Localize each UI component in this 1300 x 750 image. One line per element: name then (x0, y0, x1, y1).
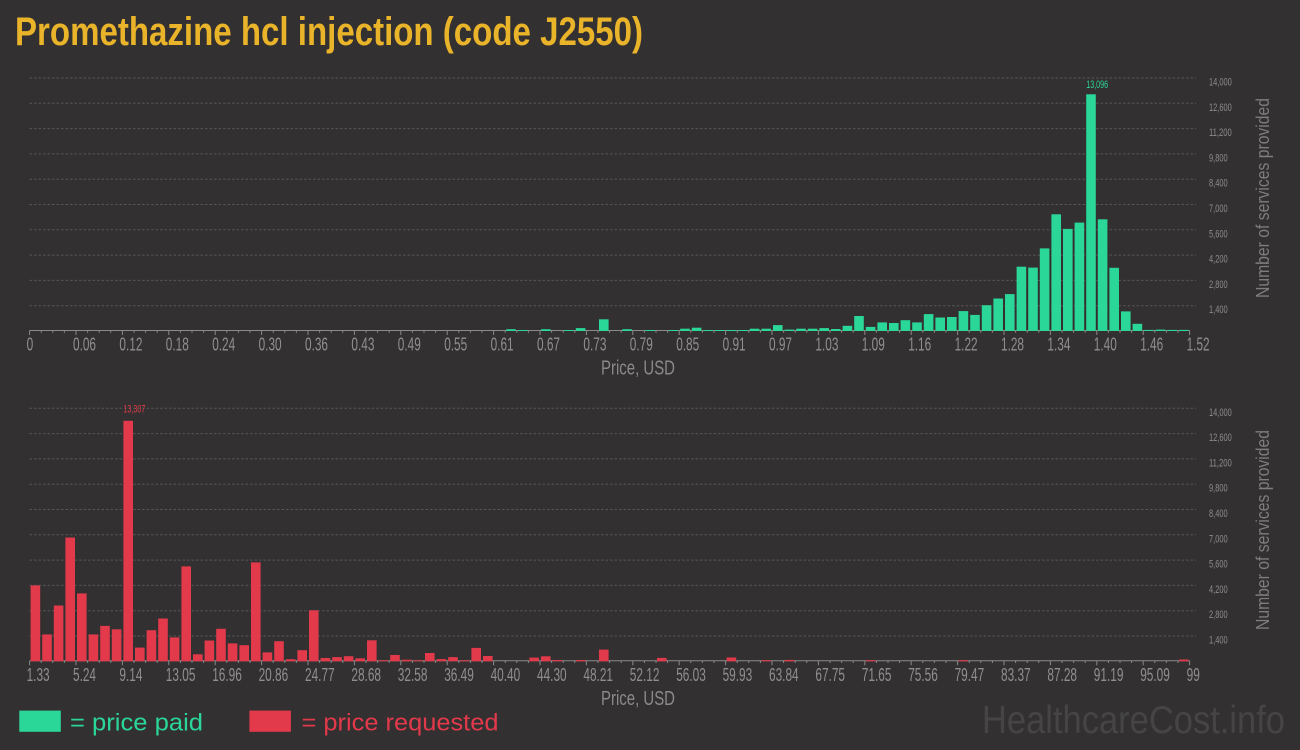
svg-text:0.85: 0.85 (676, 335, 699, 355)
svg-text:79.47: 79.47 (955, 665, 985, 685)
svg-text:95.09: 95.09 (1140, 665, 1170, 685)
svg-text:0.43: 0.43 (351, 335, 374, 355)
svg-text:28.68: 28.68 (351, 665, 381, 685)
svg-text:91.19: 91.19 (1094, 665, 1124, 685)
svg-text:56.03: 56.03 (676, 665, 706, 685)
svg-text:0.36: 0.36 (305, 335, 328, 355)
svg-text:1.52: 1.52 (1187, 335, 1210, 355)
svg-text:52.12: 52.12 (630, 665, 660, 685)
svg-text:= price requested: = price requested (302, 710, 499, 737)
svg-text:0.61: 0.61 (491, 335, 514, 355)
svg-text:Price, USD: Price, USD (601, 357, 675, 380)
svg-text:24.77: 24.77 (305, 665, 335, 685)
svg-text:0.97: 0.97 (769, 335, 792, 355)
svg-text:0.49: 0.49 (398, 335, 421, 355)
svg-text:5.24: 5.24 (73, 665, 96, 685)
svg-text:Promethazine hcl injection (co: Promethazine hcl injection (code J2550) (15, 10, 643, 54)
svg-text:63.84: 63.84 (769, 665, 799, 685)
svg-text:0.73: 0.73 (583, 335, 606, 355)
svg-text:48.21: 48.21 (583, 665, 613, 685)
svg-text:1.03: 1.03 (815, 335, 838, 355)
svg-text:16.96: 16.96 (212, 665, 242, 685)
svg-text:9.14: 9.14 (119, 665, 142, 685)
svg-text:75.56: 75.56 (908, 665, 938, 685)
svg-text:0: 0 (27, 335, 34, 355)
svg-text:40.40: 40.40 (491, 665, 521, 685)
svg-text:0.24: 0.24 (212, 335, 235, 355)
svg-text:5,600: 5,600 (1209, 228, 1228, 240)
svg-text:4,200: 4,200 (1209, 254, 1228, 266)
svg-text:4,200: 4,200 (1209, 584, 1228, 596)
svg-text:0.06: 0.06 (73, 335, 96, 355)
svg-text:32.58: 32.58 (398, 665, 428, 685)
svg-text:36.49: 36.49 (444, 665, 474, 685)
svg-text:Number of services provided: Number of services provided (1252, 430, 1273, 630)
svg-text:1,400: 1,400 (1209, 304, 1228, 316)
svg-text:9,800: 9,800 (1209, 152, 1228, 164)
svg-text:14,000: 14,000 (1209, 407, 1232, 419)
svg-text:0.12: 0.12 (119, 335, 142, 355)
svg-text:83.37: 83.37 (1001, 665, 1031, 685)
svg-text:99: 99 (1187, 665, 1200, 685)
svg-text:2,800: 2,800 (1209, 279, 1228, 291)
svg-text:1.34: 1.34 (1047, 335, 1070, 355)
svg-text:13.05: 13.05 (166, 665, 196, 685)
svg-text:1.40: 1.40 (1094, 335, 1117, 355)
svg-text:0.55: 0.55 (444, 335, 467, 355)
svg-text:9,800: 9,800 (1209, 483, 1228, 495)
svg-text:0.79: 0.79 (630, 335, 653, 355)
svg-text:1.28: 1.28 (1001, 335, 1024, 355)
svg-text:= price paid: = price paid (70, 710, 203, 737)
svg-text:1.33: 1.33 (27, 665, 50, 685)
svg-text:2,800: 2,800 (1209, 609, 1228, 621)
svg-text:44.30: 44.30 (537, 665, 567, 685)
svg-text:HealthcareCost.info: HealthcareCost.info (982, 699, 1285, 742)
svg-text:5,600: 5,600 (1209, 559, 1228, 571)
svg-text:13,096: 13,096 (1086, 79, 1108, 91)
svg-text:7,000: 7,000 (1209, 203, 1228, 215)
svg-text:0.67: 0.67 (537, 335, 560, 355)
svg-text:67.75: 67.75 (815, 665, 845, 685)
svg-text:Number of services provided: Number of services provided (1252, 98, 1273, 298)
svg-text:11,200: 11,200 (1209, 457, 1232, 469)
svg-text:71.65: 71.65 (862, 665, 892, 685)
svg-text:1.09: 1.09 (862, 335, 885, 355)
svg-text:8,400: 8,400 (1209, 178, 1228, 190)
svg-text:59.93: 59.93 (723, 665, 753, 685)
svg-text:Price, USD: Price, USD (601, 687, 675, 710)
svg-text:8,400: 8,400 (1209, 508, 1228, 520)
svg-text:1.16: 1.16 (908, 335, 931, 355)
svg-text:12,600: 12,600 (1209, 102, 1232, 114)
svg-text:20.86: 20.86 (259, 665, 289, 685)
svg-text:1.22: 1.22 (955, 335, 978, 355)
svg-text:0.18: 0.18 (166, 335, 189, 355)
svg-text:1.46: 1.46 (1140, 335, 1163, 355)
svg-text:13,307: 13,307 (123, 403, 145, 415)
svg-text:1,400: 1,400 (1209, 635, 1228, 647)
svg-text:0.30: 0.30 (259, 335, 282, 355)
svg-text:87.28: 87.28 (1047, 665, 1077, 685)
svg-text:11,200: 11,200 (1209, 127, 1232, 139)
svg-text:7,000: 7,000 (1209, 533, 1228, 545)
svg-text:0.91: 0.91 (723, 335, 746, 355)
svg-text:14,000: 14,000 (1209, 77, 1232, 89)
svg-text:12,600: 12,600 (1209, 432, 1232, 444)
